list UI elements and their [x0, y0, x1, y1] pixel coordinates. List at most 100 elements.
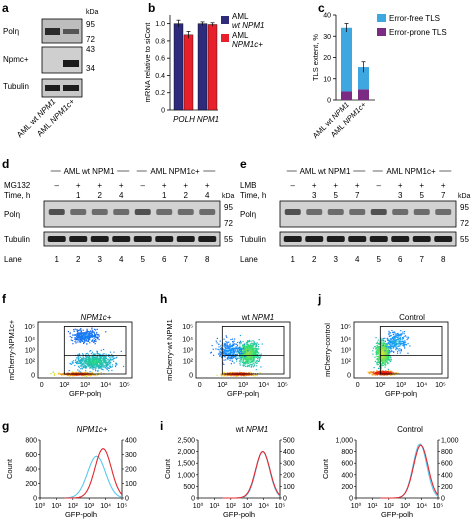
dot [383, 372, 385, 374]
dot [248, 350, 250, 353]
dot [388, 358, 390, 360]
band [48, 209, 65, 215]
dot [395, 334, 397, 336]
dot [393, 339, 395, 341]
dot [402, 336, 405, 338]
dot [88, 331, 90, 333]
dot [89, 336, 91, 338]
dot [73, 329, 75, 331]
legend-c-error-prone: Error-prone TLS [389, 28, 447, 37]
dot [380, 342, 382, 344]
dot [228, 341, 230, 343]
dot [107, 355, 110, 358]
dot [255, 342, 257, 345]
dot [88, 339, 90, 341]
dot [224, 347, 226, 349]
dot [96, 356, 98, 359]
band [91, 209, 108, 215]
y-tick-label-right: 300 [283, 461, 295, 468]
dot [250, 347, 252, 349]
dot [253, 358, 255, 360]
dot [238, 355, 240, 358]
dot [88, 374, 90, 376]
dot [80, 330, 82, 332]
dot [85, 338, 87, 340]
dot [389, 332, 391, 334]
dot [234, 375, 236, 377]
dot [256, 351, 258, 354]
panel-a-letter: a [2, 1, 9, 15]
dot [395, 346, 397, 348]
dot [91, 372, 94, 374]
dot [396, 341, 398, 343]
dot [398, 340, 400, 342]
band [326, 236, 345, 242]
panel-a: a kDa Polη Npmc+ Tubulin 95 72 43 34 AML… [2, 1, 99, 139]
dot [252, 345, 254, 347]
dot [233, 362, 235, 364]
band [176, 236, 195, 242]
dot [71, 373, 74, 376]
dot [239, 345, 241, 347]
dot [226, 346, 228, 348]
marker-43: 43 [86, 45, 95, 54]
dot [241, 356, 243, 358]
dot [91, 359, 93, 361]
dot [94, 340, 96, 342]
dot [70, 363, 73, 365]
dot [245, 358, 247, 361]
dot [103, 353, 105, 355]
dot [77, 360, 79, 362]
dot [380, 370, 382, 372]
dot [79, 360, 81, 362]
band [63, 60, 79, 67]
dot [390, 359, 393, 361]
dot [256, 342, 258, 344]
dot [387, 371, 389, 373]
dot [84, 361, 87, 363]
dot [380, 339, 382, 341]
dot [77, 334, 79, 336]
dot [255, 354, 257, 356]
dot [380, 337, 382, 339]
band [391, 236, 410, 242]
y-tick-label: 1.0 [155, 21, 165, 28]
band [199, 209, 216, 215]
dot [101, 357, 103, 359]
lane-number: 4 [355, 255, 360, 264]
dot [92, 368, 94, 371]
dot [89, 370, 91, 373]
panel-c-letter: c [318, 1, 325, 15]
dot [260, 353, 262, 355]
dot [86, 331, 88, 334]
dot [96, 363, 98, 365]
marker-72: 72 [460, 219, 469, 228]
dot [103, 348, 105, 351]
dot [256, 347, 258, 350]
legend-b-wt-line2: wt NPM1 [232, 21, 264, 30]
dot [252, 360, 254, 362]
dot [234, 347, 236, 349]
dot [385, 360, 387, 362]
dot [398, 341, 401, 343]
dot [95, 359, 98, 361]
dot [227, 351, 229, 353]
y-tick-label: 10⁵ [340, 324, 351, 331]
dot [101, 368, 104, 370]
dot [229, 343, 231, 345]
gate-rect [221, 326, 285, 375]
dot [95, 333, 98, 335]
dot [383, 354, 385, 356]
dot [227, 354, 229, 356]
dot [112, 357, 114, 359]
time-value: 5 [420, 191, 425, 200]
dot [242, 350, 244, 352]
dot [108, 362, 110, 364]
dot [253, 348, 255, 350]
band-label-tubulin: Tubulin [4, 235, 30, 244]
dot [248, 352, 250, 355]
dot [399, 350, 401, 352]
dot [91, 371, 93, 373]
dot [78, 371, 81, 373]
y-tick-label: 0 [31, 373, 35, 380]
